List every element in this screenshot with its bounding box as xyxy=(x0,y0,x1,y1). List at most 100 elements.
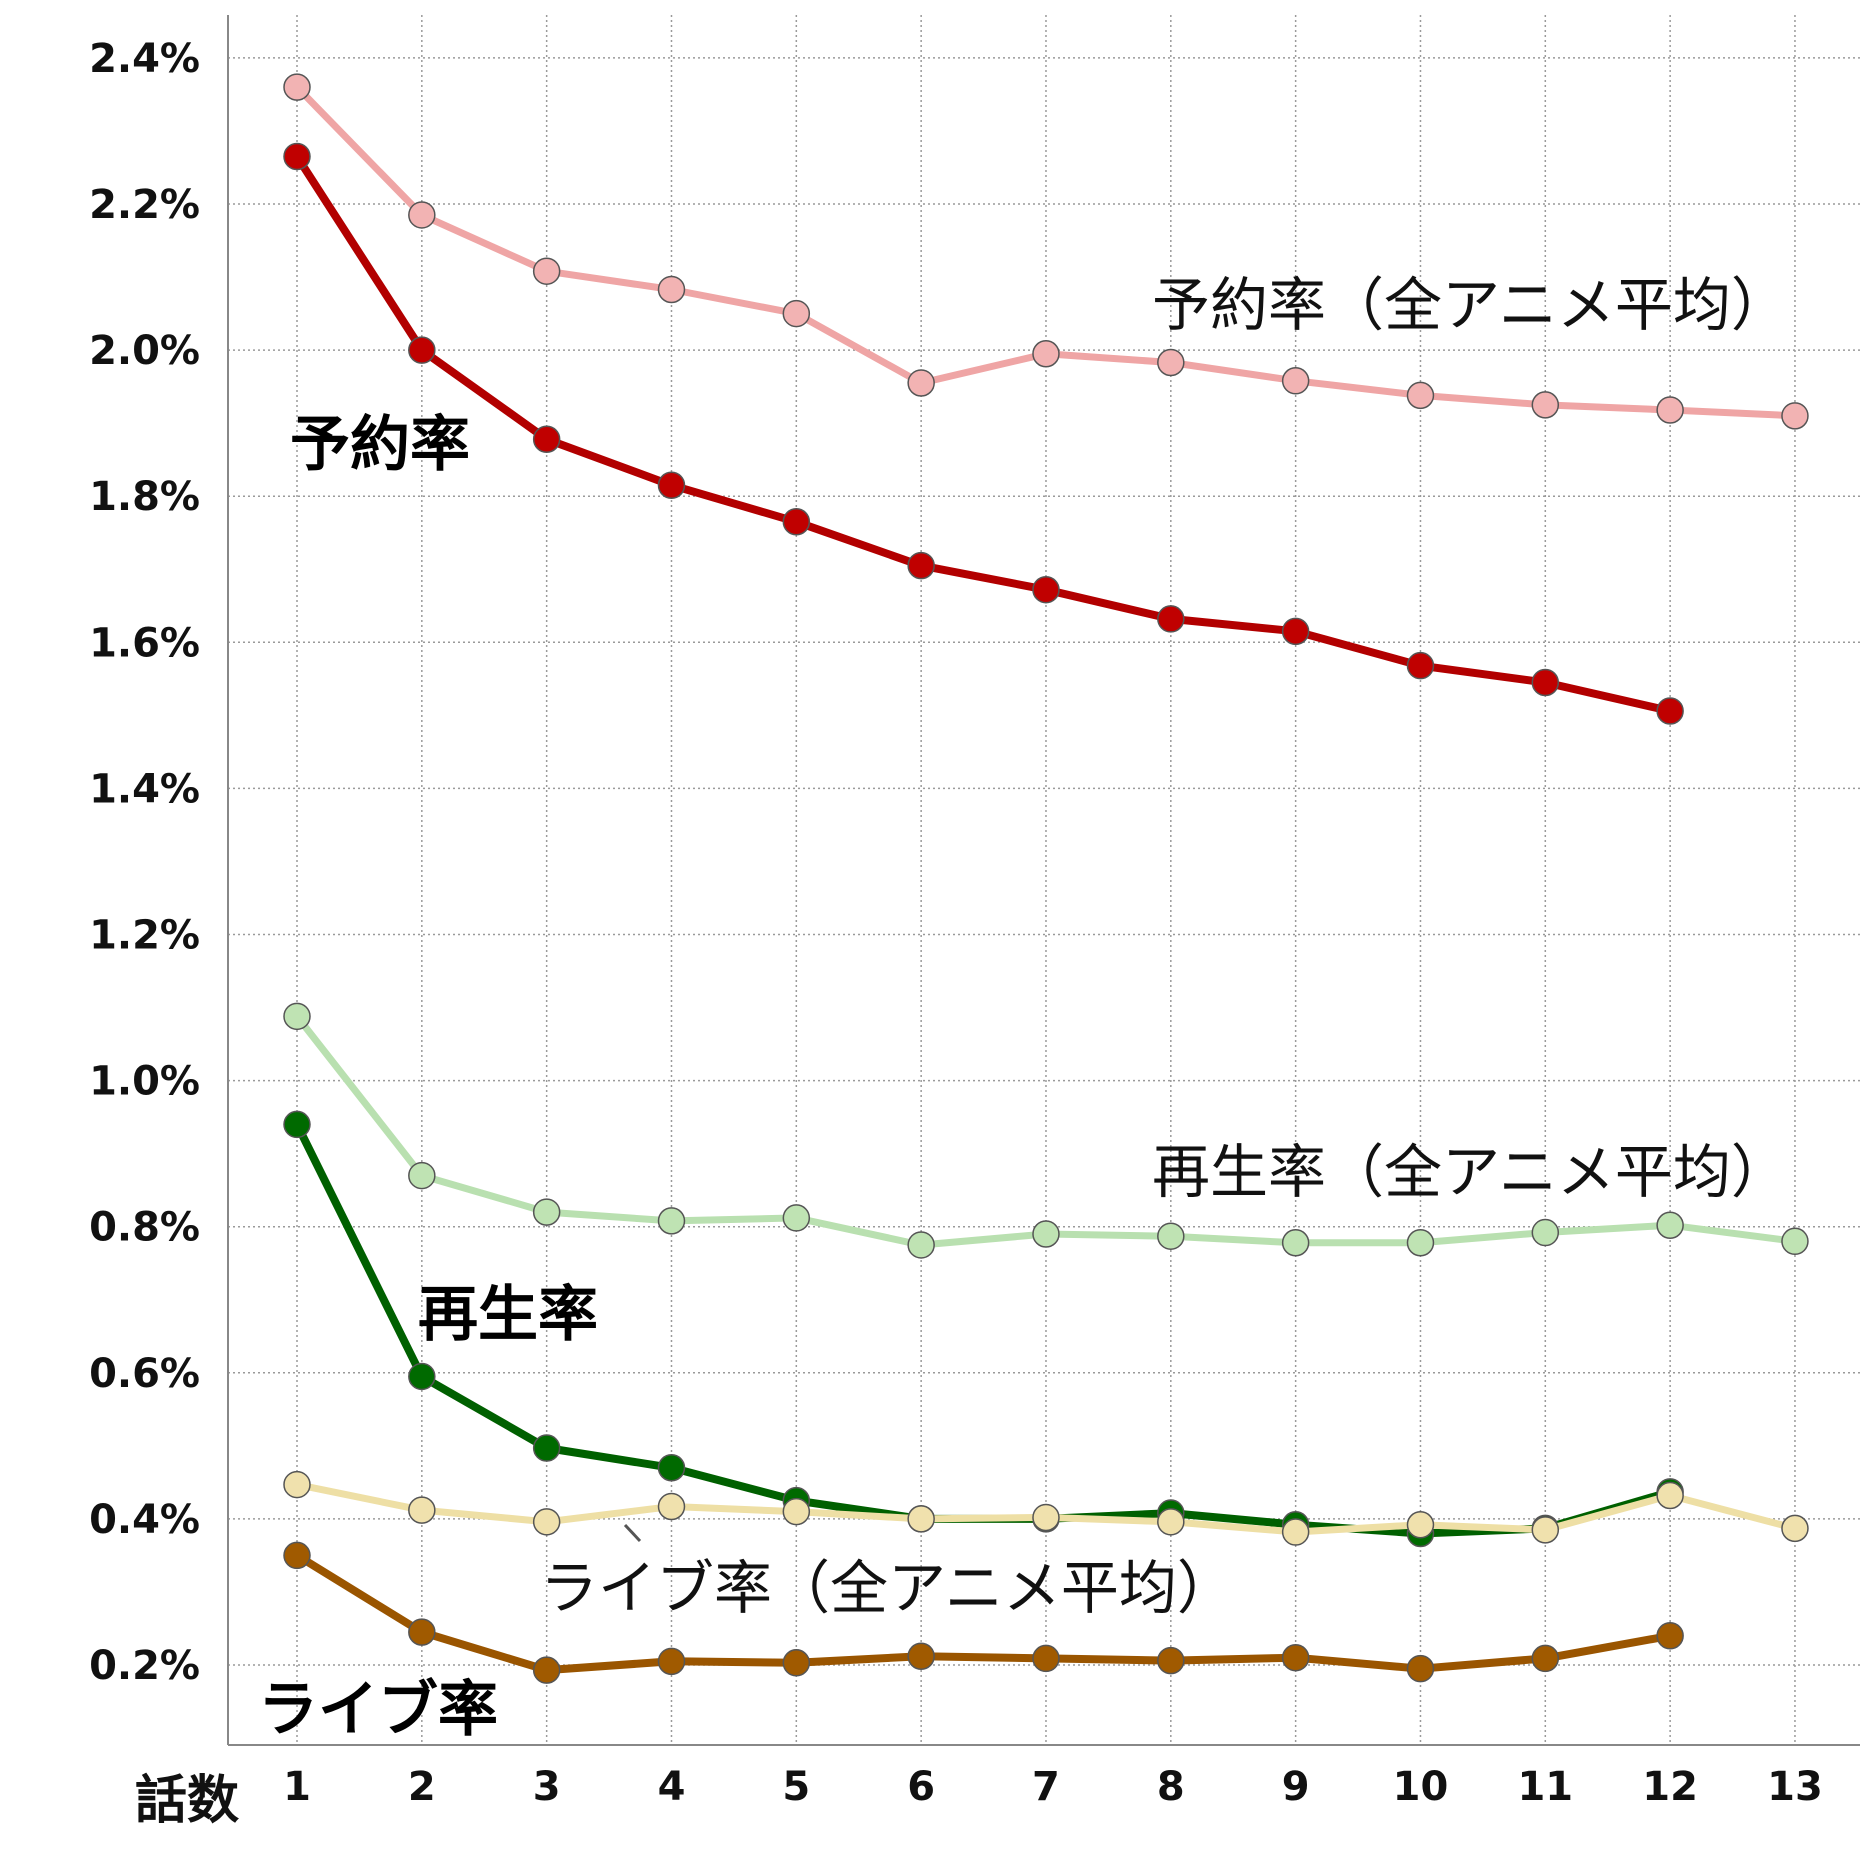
label-reserve-avg: 予約率（全アニメ平均） xyxy=(1152,271,1789,339)
series-reserve_avg xyxy=(283,73,1809,430)
data-point-live_avg xyxy=(1656,1481,1684,1510)
data-point-live_avg xyxy=(1032,1503,1060,1532)
x-tick-label: 4 xyxy=(658,1764,686,1810)
label-play: 再生率 xyxy=(418,1280,598,1350)
y-tick-label: 2.2% xyxy=(89,182,200,228)
y-tick-label: 1.6% xyxy=(89,620,200,666)
y-tick-label: 2.4% xyxy=(89,36,200,82)
data-point-reserve_avg xyxy=(1032,340,1060,368)
y-tick-label: 0.6% xyxy=(89,1351,200,1397)
label-reserve: 予約率 xyxy=(290,410,470,480)
data-point-reserve_avg xyxy=(1781,402,1809,430)
data-point-live_avg xyxy=(532,1508,561,1536)
data-point-play_avg xyxy=(1157,1222,1185,1250)
data-point-live xyxy=(1531,1644,1560,1673)
y-tick-label: 2.0% xyxy=(89,328,200,374)
data-point-play_avg xyxy=(1406,1229,1435,1257)
label-live: ライブ率 xyxy=(258,1675,498,1745)
x-tick-label: 7 xyxy=(1032,1764,1060,1810)
y-tick-label: 0.4% xyxy=(89,1497,200,1543)
y-tick-label: 0.2% xyxy=(89,1643,200,1689)
x-tick-label: 3 xyxy=(533,1764,561,1810)
data-point-play xyxy=(532,1434,561,1462)
data-point-reserve_avg xyxy=(657,275,686,304)
data-point-reserve_avg xyxy=(532,257,561,285)
x-tick-label: 1 xyxy=(283,1764,311,1810)
series-play_avg xyxy=(283,1002,1809,1259)
data-point-live_avg xyxy=(1781,1514,1809,1543)
series-line-reserve xyxy=(293,154,1671,715)
axes: 0.2% 0.4% 0.6% 0.8% 1.0% 1.2% 1.4% 1.6% 1.8% 2.0%… xyxy=(89,15,1860,1810)
data-point-reserve xyxy=(907,551,935,580)
x-tick-label: 2 xyxy=(408,1764,436,1810)
series-live xyxy=(283,1541,1684,1684)
data-point-live xyxy=(1157,1646,1185,1675)
series-labels: 予約率（全アニメ平均） 予約率 再生率（全アニメ平均） 再生率 ライブ率（全アニ… xyxy=(258,271,1789,1745)
data-point-live_avg xyxy=(907,1505,935,1533)
data-point-reserve_avg xyxy=(907,369,935,397)
data-point-live xyxy=(1406,1654,1435,1683)
data-point-live xyxy=(1656,1622,1684,1650)
data-point-reserve_avg xyxy=(1656,396,1684,424)
y-tick-label: 0.8% xyxy=(89,1205,200,1251)
label-play-avg: 再生率（全アニメ平均） xyxy=(1152,1138,1789,1206)
y-tick-label: 1.8% xyxy=(89,474,200,520)
data-point-play_avg xyxy=(907,1231,935,1259)
data-point-reserve xyxy=(782,508,811,536)
x-axis-title: 話数 xyxy=(135,1771,239,1831)
x-tick-label: 13 xyxy=(1767,1764,1823,1810)
x-tick-label: 11 xyxy=(1517,1764,1573,1810)
series-line-live xyxy=(294,1551,1671,1675)
data-point-reserve_avg xyxy=(408,201,436,229)
data-point-play_avg xyxy=(657,1207,686,1235)
data-point-reserve_avg xyxy=(1281,367,1310,395)
data-point-play_avg xyxy=(1531,1218,1560,1247)
data-point-play xyxy=(657,1454,686,1482)
series-reserve xyxy=(283,142,1684,725)
data-point-reserve xyxy=(1406,651,1435,680)
data-point-live xyxy=(782,1649,811,1677)
data-point-play xyxy=(283,1110,311,1139)
data-point-play_avg xyxy=(408,1161,436,1190)
y-tick-label: 1.2% xyxy=(89,913,200,959)
data-point-live_avg xyxy=(1281,1518,1310,1546)
x-tick-label: 9 xyxy=(1282,1764,1310,1810)
data-point-live xyxy=(1032,1644,1060,1673)
data-point-reserve_avg xyxy=(1531,391,1560,419)
data-point-reserve xyxy=(1656,697,1684,725)
data-point-play xyxy=(408,1362,436,1391)
series-lines xyxy=(283,73,1809,1684)
data-point-live xyxy=(657,1647,686,1676)
y-tick-label: 1.4% xyxy=(89,766,200,812)
data-point-live xyxy=(1281,1643,1310,1672)
x-tick-label: 6 xyxy=(907,1764,935,1810)
data-point-live_avg xyxy=(408,1496,436,1524)
data-point-reserve xyxy=(1281,617,1310,646)
x-tick-label: 10 xyxy=(1393,1764,1449,1810)
data-point-live xyxy=(283,1541,311,1570)
y-tick-label: 1.0% xyxy=(89,1059,200,1105)
data-point-reserve_avg xyxy=(782,299,811,328)
label-live-avg: ライブ率（全アニメ平均） xyxy=(540,1554,1235,1622)
data-point-live xyxy=(408,1618,436,1646)
data-point-reserve xyxy=(283,142,311,171)
data-point-reserve xyxy=(408,336,436,364)
data-point-live_avg xyxy=(1406,1510,1435,1539)
data-point-reserve xyxy=(1531,668,1560,697)
data-point-live xyxy=(907,1642,935,1670)
data-point-play_avg xyxy=(1656,1211,1684,1239)
x-tick-label: 12 xyxy=(1642,1764,1698,1810)
data-point-reserve xyxy=(1157,605,1185,633)
data-point-live_avg xyxy=(1531,1516,1560,1544)
x-tick-label: 5 xyxy=(782,1764,810,1810)
data-point-reserve_avg xyxy=(283,73,311,101)
data-point-reserve xyxy=(1032,575,1060,604)
data-point-live_avg xyxy=(283,1470,311,1499)
data-point-live xyxy=(532,1656,561,1684)
data-point-play_avg xyxy=(782,1204,811,1232)
data-point-reserve_avg xyxy=(1157,348,1185,377)
data-point-reserve xyxy=(532,425,561,453)
data-point-play_avg xyxy=(532,1198,561,1226)
